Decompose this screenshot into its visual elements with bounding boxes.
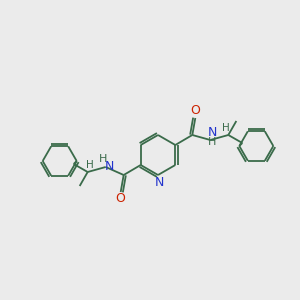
Text: N: N [208,127,217,140]
Text: O: O [116,193,126,206]
Text: N: N [154,176,164,188]
Text: O: O [190,104,200,118]
Text: H: H [98,154,107,164]
Text: N: N [105,160,114,172]
Text: H: H [86,160,94,170]
Text: H: H [222,123,230,133]
Text: H: H [208,137,217,147]
